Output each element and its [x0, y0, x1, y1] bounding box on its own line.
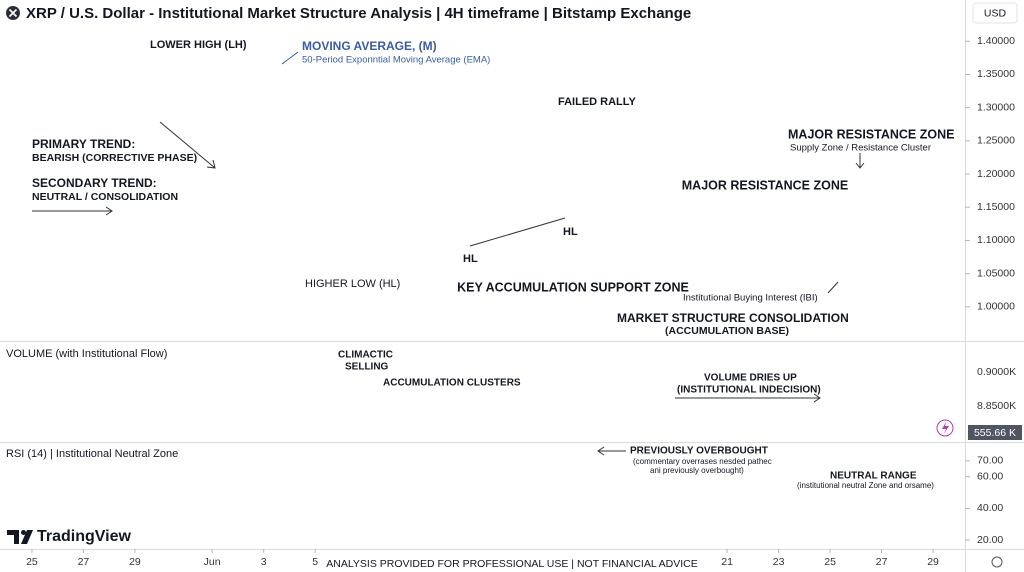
annotation: PRIMARY TREND:	[32, 137, 135, 151]
y-tick-label: 70.00	[977, 455, 1003, 467]
alert-icon-mark[interactable]	[942, 422, 949, 434]
pane-title: RSI (14) | Institutional Neutral Zone	[6, 448, 178, 460]
annotation: Institutional Buying Interest (IBI)	[683, 293, 818, 304]
y-axis-label: 0.9000K	[977, 366, 1016, 378]
annotation: SELLING	[345, 362, 389, 373]
annotation: HIGHER LOW (HL)	[305, 278, 400, 290]
y-tick-label: 40.00	[977, 502, 1003, 514]
annotation: VOLUME DRIES UP	[704, 373, 797, 384]
y-tick-label: 1.15000	[977, 201, 1015, 213]
annotation: NEUTRAL RANGE	[830, 471, 917, 482]
x-tick-label: 21	[721, 556, 733, 568]
zone-label: MAJOR RESISTANCE ZONE	[682, 178, 848, 192]
logo-text: TradingView	[37, 528, 132, 545]
ema-label: MOVING AVERAGE, (M)	[302, 39, 437, 53]
annotation: PREVIOUSLY OVERBOUGHT	[630, 446, 768, 457]
arrow	[32, 206, 113, 216]
symbol-icon-mark	[8, 8, 18, 18]
annotation: FAILED RALLY	[558, 96, 636, 108]
y-tick-label: 1.20000	[977, 168, 1015, 180]
y-tick-label: 1.10000	[977, 234, 1015, 246]
arrow	[597, 446, 626, 456]
y-tick-label: 1.25000	[977, 135, 1015, 147]
axes: 1.40000 1.35000 1.30000 1.25000 1.20000 1.150…	[26, 35, 1015, 568]
x-tick-label: 23	[773, 556, 785, 568]
price-axis-area	[965, 0, 1024, 572]
pane-title: VOLUME (with Institutional Flow)	[6, 348, 167, 360]
settings-icon[interactable]	[991, 556, 1003, 568]
trend-line	[469, 217, 566, 247]
arrow	[827, 281, 839, 294]
chart-title: XRP / U.S. Dollar - Institutional Market…	[26, 5, 691, 22]
y-tick-label: 1.05000	[977, 267, 1015, 279]
annotation: (INSTITUTIONAL INDECISION)	[677, 385, 821, 396]
logo-icon	[7, 530, 33, 544]
value-badge	[968, 425, 1022, 440]
annotation: MAJOR RESISTANCE ZONE	[788, 127, 954, 141]
x-tick-label: 25	[26, 556, 38, 568]
x-tick-label: 25	[824, 556, 836, 568]
x-tick-label: Jun	[204, 556, 221, 568]
zone-label: KEY ACCUMULATION SUPPORT ZONE	[457, 280, 689, 294]
annotation: MARKET STRUCTURE CONSOLIDATION	[617, 311, 849, 325]
x-tick-label: 3	[261, 556, 267, 568]
value-badge-label: 555.66 K	[974, 427, 1016, 439]
arrow	[281, 51, 299, 65]
annotation: ani previously overbought)	[650, 466, 744, 475]
annotation: (commentary overrases nesded pathec	[633, 457, 772, 466]
annotation: NEUTRAL / CONSOLIDATION	[32, 191, 178, 203]
y-tick-label: 1.30000	[977, 101, 1015, 113]
annotation: BEARISH (CORRECTIVE PHASE)	[32, 152, 197, 164]
x-tick-label: 5	[312, 556, 318, 568]
logo-icon	[21, 530, 26, 535]
annotation: HL	[463, 253, 478, 265]
x-tick-label: 29	[129, 556, 141, 568]
highlight-label: ACCUMULATION CLUSTERS	[383, 378, 521, 389]
y-tick-label: 1.35000	[977, 68, 1015, 80]
ema-description: 50-Period Exponntial Moving Average (EMA…	[302, 55, 490, 66]
annotation: SECONDARY TREND:	[32, 176, 157, 190]
annotation: (ACCUMULATION BASE)	[665, 325, 789, 337]
y-axis-label: 8.8500K	[977, 400, 1016, 412]
footer: ANALYSIS PROVIDED FOR PROFESSIONAL USE |…	[326, 558, 697, 570]
y-tick-label: 1.00000	[977, 301, 1015, 313]
y-tick-label: 20.00	[977, 534, 1003, 546]
annotation: CLIMACTIC	[338, 350, 393, 361]
x-tick-label: 27	[876, 556, 888, 568]
y-tick-label: 1.40000	[977, 35, 1015, 47]
annotation: Supply Zone / Resistance Cluster	[790, 143, 931, 154]
y-tick-label: 60.00	[977, 470, 1003, 482]
x-tick-label: 29	[927, 556, 939, 568]
annotation: (institutional neutral Zone and orsame)	[797, 481, 934, 490]
annotation: HL	[563, 226, 578, 238]
x-tick-label: 27	[78, 556, 90, 568]
arrow	[675, 393, 821, 403]
currency-button[interactable]	[972, 2, 1018, 24]
arrow	[855, 153, 865, 169]
annotation: LOWER HIGH (LH)	[150, 39, 247, 51]
arrow	[159, 121, 216, 169]
currency-label[interactable]: USD	[984, 7, 1007, 19]
